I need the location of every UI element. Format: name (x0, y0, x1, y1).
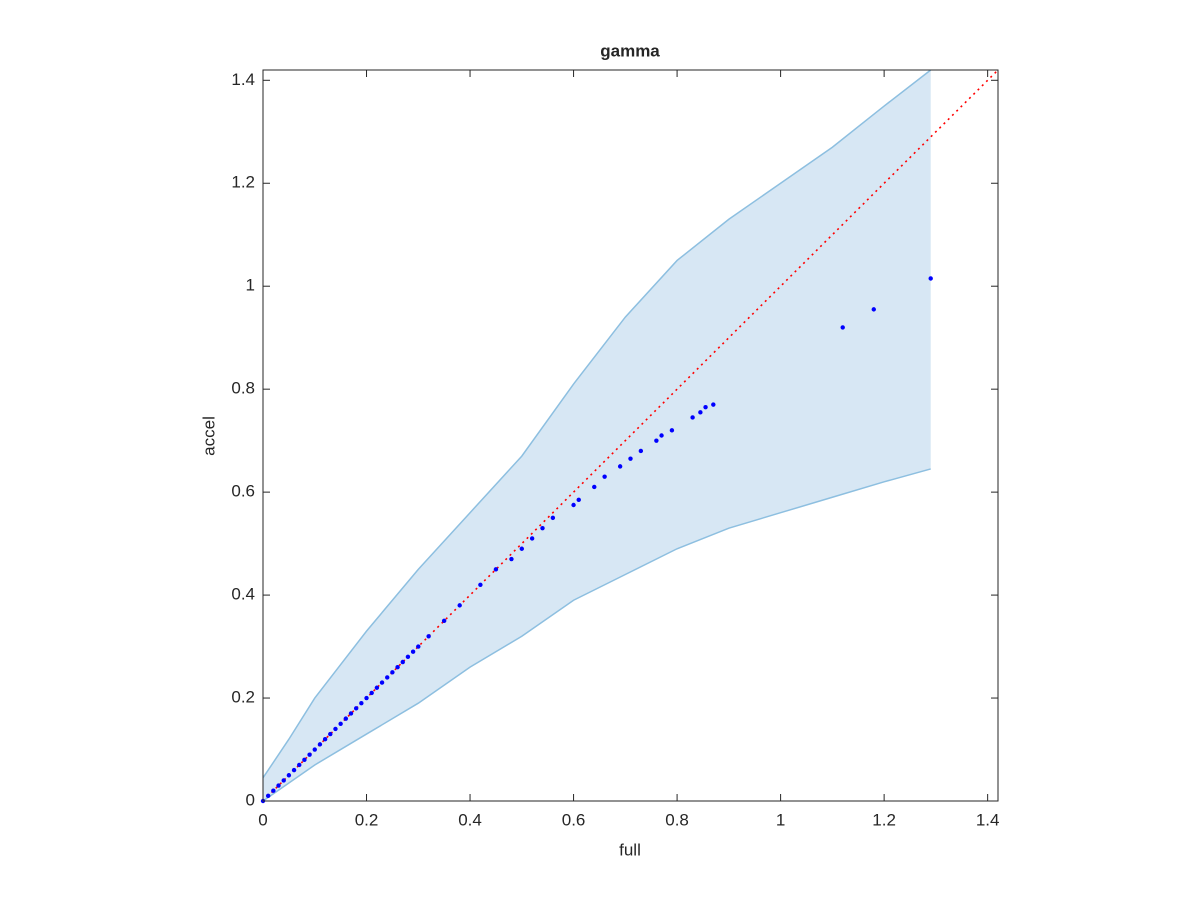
x-tick-label: 0 (258, 810, 267, 829)
point (698, 410, 703, 415)
point (333, 726, 338, 732)
point (638, 448, 644, 454)
x-tick-label: 0.4 (458, 810, 482, 829)
point (659, 433, 664, 438)
point (364, 695, 369, 701)
y-tick-label: 1.2 (231, 173, 255, 192)
band-lower (262, 468, 931, 802)
y-tick-label: 1.4 (231, 70, 255, 89)
x-tick-label: 1 (776, 810, 785, 829)
point (369, 690, 374, 696)
point (348, 711, 354, 716)
point (669, 428, 675, 433)
y-axis-label: accel (199, 416, 218, 456)
chart-title: gamma (600, 41, 660, 60)
point (478, 582, 483, 587)
point (416, 644, 421, 649)
band-upper (262, 69, 932, 779)
point (276, 783, 281, 788)
point (390, 670, 395, 675)
point (840, 325, 845, 330)
point (307, 752, 312, 757)
y-tick-label: 0.2 (231, 688, 255, 707)
point (703, 404, 708, 410)
x-tick-label: 0.6 (562, 810, 586, 829)
point (592, 484, 597, 490)
point (617, 464, 623, 469)
point (395, 664, 400, 670)
point (281, 778, 286, 783)
y-tick-label: 0.6 (231, 482, 255, 501)
point (871, 307, 876, 312)
point (493, 567, 499, 572)
point (286, 773, 292, 778)
point (405, 654, 411, 660)
y-tick-label: 0.8 (231, 379, 255, 398)
x-tick-label: 0.8 (665, 810, 689, 829)
point (576, 497, 581, 503)
point (328, 731, 333, 737)
point (271, 788, 276, 793)
point (385, 675, 390, 680)
y-tick-label: 1 (246, 276, 255, 295)
point (602, 474, 607, 479)
point (400, 659, 405, 665)
y-tick-label: 0 (246, 790, 255, 809)
point (457, 603, 462, 608)
point (410, 649, 416, 654)
point (343, 716, 349, 721)
point (297, 762, 302, 768)
point (509, 556, 514, 562)
point (322, 737, 328, 742)
point (338, 721, 343, 726)
band-area (263, 70, 931, 801)
point (540, 525, 545, 531)
x-tick-label: 0.2 (355, 810, 379, 829)
x-tick-label: 1.2 (872, 810, 896, 829)
point (374, 685, 380, 690)
y-tick-label: 0.4 (231, 585, 255, 604)
point (265, 793, 271, 799)
plot-frame (262, 69, 999, 802)
x-axis-label: full (619, 840, 641, 859)
point (291, 767, 297, 773)
point (426, 634, 431, 639)
point (519, 546, 525, 551)
x-tick-label: 1.4 (976, 810, 1000, 829)
point (317, 742, 323, 747)
point (628, 456, 633, 461)
point (379, 680, 385, 685)
point (359, 700, 364, 706)
point (353, 706, 359, 711)
point (529, 536, 535, 541)
point (550, 515, 556, 521)
point (312, 747, 317, 752)
point (441, 618, 447, 624)
point (711, 402, 716, 407)
point (302, 757, 307, 763)
point (571, 502, 576, 508)
point (690, 415, 695, 420)
point (654, 438, 659, 443)
point (928, 276, 933, 281)
